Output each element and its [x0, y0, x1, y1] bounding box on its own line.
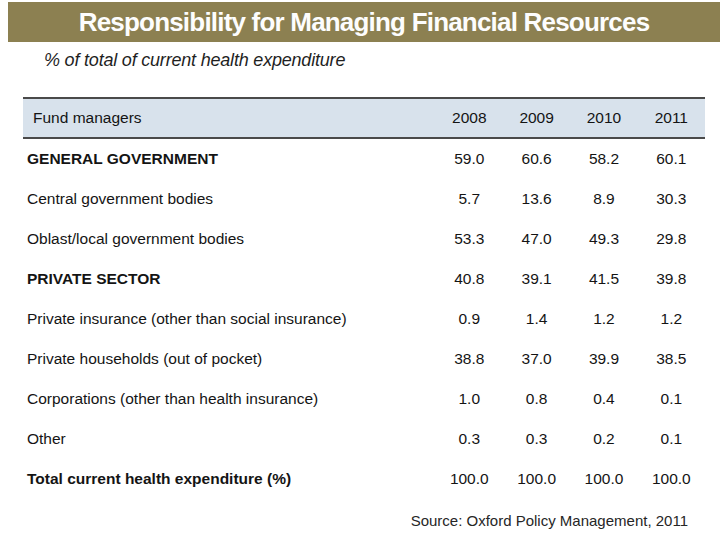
- subtitle: % of total of current health expenditure: [44, 50, 345, 71]
- table-head: Fund managers2008200920102011: [23, 98, 705, 138]
- row-value: 59.0: [436, 138, 503, 179]
- row-value: 41.5: [570, 259, 637, 299]
- table-row: Corporations (other than health insuranc…: [23, 379, 705, 419]
- row-label: Corporations (other than health insuranc…: [23, 379, 436, 419]
- row-label: Oblast/local government bodies: [23, 219, 436, 259]
- column-header-year: 2010: [570, 98, 637, 138]
- row-value: 0.9: [436, 299, 503, 339]
- source-note: Source: Oxford Policy Management, 2011: [411, 512, 688, 529]
- row-value: 60.6: [503, 138, 570, 179]
- fund-managers-table: Fund managers2008200920102011 GENERAL GO…: [23, 97, 705, 499]
- row-value: 100.0: [570, 459, 637, 499]
- row-value: 29.8: [638, 219, 705, 259]
- row-value: 100.0: [436, 459, 503, 499]
- row-value: 49.3: [570, 219, 637, 259]
- row-value: 40.8: [436, 259, 503, 299]
- column-header-year: 2008: [436, 98, 503, 138]
- row-value: 5.7: [436, 179, 503, 219]
- row-label: Central government bodies: [23, 179, 436, 219]
- table-row: PRIVATE SECTOR40.839.141.539.8: [23, 259, 705, 299]
- row-value: 39.9: [570, 339, 637, 379]
- table-row: GENERAL GOVERNMENT59.060.658.260.1: [23, 138, 705, 179]
- column-header-year: 2009: [503, 98, 570, 138]
- column-header-fund-managers: Fund managers: [23, 98, 436, 138]
- row-value: 0.3: [503, 419, 570, 459]
- row-value: 47.0: [503, 219, 570, 259]
- table-row: Other0.30.30.20.1: [23, 419, 705, 459]
- row-value: 1.4: [503, 299, 570, 339]
- row-label: Private households (out of pocket): [23, 339, 436, 379]
- row-label: GENERAL GOVERNMENT: [23, 138, 436, 179]
- row-value: 100.0: [503, 459, 570, 499]
- row-value: 100.0: [638, 459, 705, 499]
- column-header-year: 2011: [638, 98, 705, 138]
- row-value: 1.0: [436, 379, 503, 419]
- row-value: 1.2: [570, 299, 637, 339]
- row-value: 38.5: [638, 339, 705, 379]
- row-value: 1.2: [638, 299, 705, 339]
- row-value: 13.6: [503, 179, 570, 219]
- row-label: Total current health expenditure (%): [23, 459, 436, 499]
- table-row: Total current health expenditure (%)100.…: [23, 459, 705, 499]
- row-value: 0.2: [570, 419, 637, 459]
- row-value: 39.1: [503, 259, 570, 299]
- table-row: Private insurance (other than social ins…: [23, 299, 705, 339]
- table-row: Oblast/local government bodies53.347.049…: [23, 219, 705, 259]
- row-label: Private insurance (other than social ins…: [23, 299, 436, 339]
- row-value: 0.8: [503, 379, 570, 419]
- row-value: 39.8: [638, 259, 705, 299]
- table-row: Central government bodies5.713.68.930.3: [23, 179, 705, 219]
- row-value: 38.8: [436, 339, 503, 379]
- page-title: Responsibility for Managing Financial Re…: [79, 7, 650, 38]
- slide: Responsibility for Managing Financial Re…: [0, 0, 720, 540]
- row-value: 8.9: [570, 179, 637, 219]
- row-value: 58.2: [570, 138, 637, 179]
- table-header-row: Fund managers2008200920102011: [23, 98, 705, 138]
- row-value: 0.4: [570, 379, 637, 419]
- row-value: 0.1: [638, 379, 705, 419]
- table-body: GENERAL GOVERNMENT59.060.658.260.1Centra…: [23, 138, 705, 499]
- row-value: 0.1: [638, 419, 705, 459]
- table-row: Private households (out of pocket)38.837…: [23, 339, 705, 379]
- row-label: PRIVATE SECTOR: [23, 259, 436, 299]
- row-value: 53.3: [436, 219, 503, 259]
- row-value: 60.1: [638, 138, 705, 179]
- row-value: 30.3: [638, 179, 705, 219]
- row-label: Other: [23, 419, 436, 459]
- row-value: 0.3: [436, 419, 503, 459]
- row-value: 37.0: [503, 339, 570, 379]
- title-bar: Responsibility for Managing Financial Re…: [8, 2, 720, 42]
